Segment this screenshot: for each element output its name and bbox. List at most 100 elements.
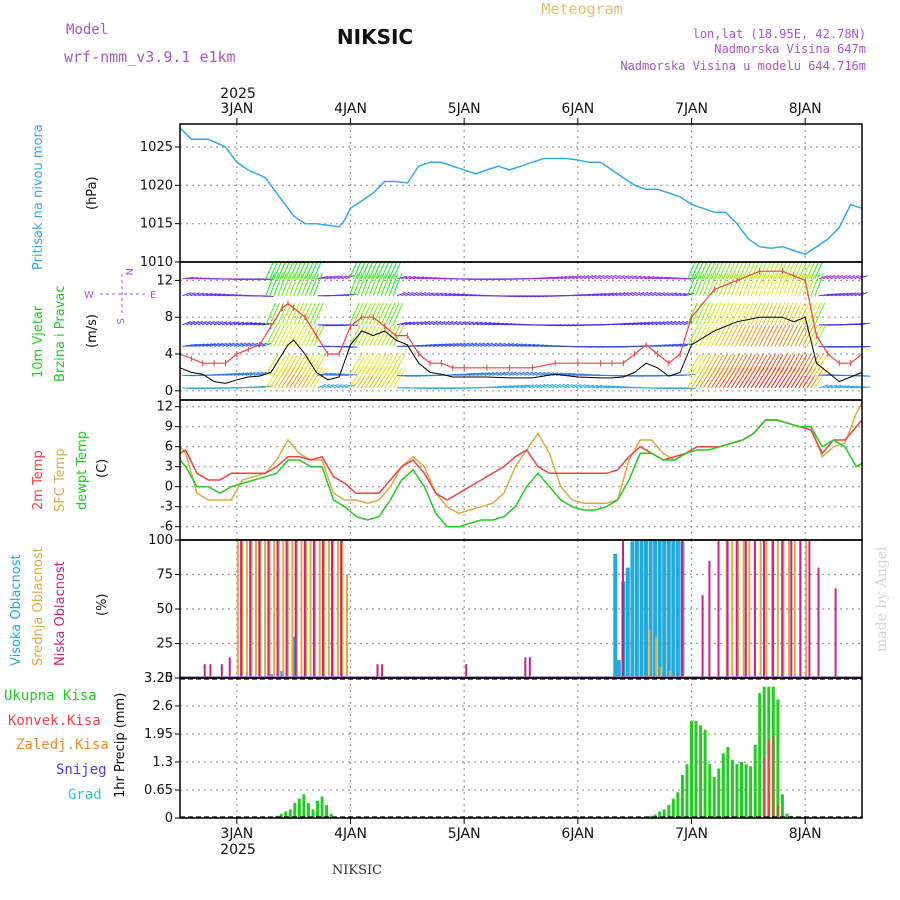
wind-arrow <box>528 344 540 347</box>
wind-arrow <box>591 274 601 280</box>
wind-arrow <box>273 273 283 296</box>
x-tick-label-top: 3JAN <box>220 101 253 117</box>
cloud-bar <box>300 540 303 678</box>
wind-arrow <box>591 293 603 297</box>
wind-arrow <box>675 320 685 326</box>
wind-arrow <box>544 372 555 376</box>
wind-arrow <box>484 322 496 326</box>
wind-arrow <box>734 273 745 296</box>
wind-arrow <box>607 274 617 280</box>
wind-arrow <box>810 367 825 389</box>
wind-arrow <box>265 354 279 376</box>
wind-arrow <box>198 343 209 347</box>
wind-ylabel-1: 10m Vjetar <box>31 305 46 378</box>
wind-arrow <box>770 354 784 376</box>
wind-arrow <box>583 384 595 389</box>
wind-arrow <box>329 275 340 280</box>
wind-arrow <box>564 275 575 280</box>
cloud-bar <box>314 540 317 678</box>
wind-arrow <box>528 371 538 376</box>
wind-arrow <box>273 261 282 280</box>
wind-arrow <box>237 372 249 376</box>
wind-arrow <box>822 384 833 389</box>
wind-arrow <box>635 321 647 326</box>
wind-arrow <box>233 321 245 326</box>
wind-arrow <box>714 273 725 296</box>
legend-hail: Grad <box>68 787 102 803</box>
wind-arrow <box>778 302 790 326</box>
wind-arrow <box>718 261 728 280</box>
wind-arrow <box>858 386 871 389</box>
wind-arrow <box>376 273 387 296</box>
wind-arrow <box>273 354 287 376</box>
wind-arrow <box>591 384 603 389</box>
precip-bar <box>671 798 675 818</box>
cloud-bar <box>264 540 267 678</box>
cloud-bar <box>616 660 621 678</box>
wind-arrow <box>333 275 343 280</box>
wind-arrow <box>333 373 345 376</box>
cloud-bar <box>799 540 802 678</box>
wind-arrow <box>750 273 761 296</box>
wind-arrow <box>520 384 531 389</box>
wind-arrow <box>456 342 466 347</box>
wind-arrow <box>750 302 762 326</box>
wind-arrow <box>428 320 438 326</box>
station-title: NIKSIC <box>337 25 413 49</box>
wind-arrow <box>309 302 320 326</box>
precip-bar <box>767 740 770 818</box>
wind-arrow <box>372 261 382 280</box>
cloud-bar <box>318 540 321 678</box>
pressure-unit: (hPa) <box>85 176 100 210</box>
wind-arrow <box>659 344 671 347</box>
wind-arrow <box>603 274 613 280</box>
cloud-bar <box>648 540 653 678</box>
wind-arrow <box>794 324 807 347</box>
wind-arrow <box>444 343 455 347</box>
precip-bar <box>776 805 779 818</box>
wind-arrow <box>460 321 471 326</box>
wind-arrow <box>348 354 362 376</box>
wind-arrow <box>710 302 722 326</box>
wind-arrow <box>198 320 207 326</box>
precip-bar <box>785 813 789 818</box>
wind-arrow <box>770 273 781 296</box>
wind-arrow <box>341 275 351 280</box>
wind-arrow <box>309 367 323 389</box>
wind-arrow <box>233 372 245 376</box>
wind-arrow <box>301 302 312 326</box>
cloud-bar <box>259 540 262 678</box>
wind-arrow <box>730 261 740 280</box>
wind-arrow <box>321 383 331 389</box>
wind-arrow <box>372 354 386 376</box>
wind-arrow <box>293 273 303 296</box>
wind-arrow <box>404 321 415 326</box>
wind-arrow <box>766 324 779 347</box>
wind-arrow <box>480 372 491 376</box>
wind-arrow <box>695 302 706 326</box>
wind-arrow <box>615 292 626 297</box>
cloud-bar <box>708 560 711 678</box>
model-label: Model <box>66 22 108 38</box>
wind-arrow <box>205 320 215 326</box>
wind-arrow <box>730 324 743 347</box>
wind-arrow <box>360 354 374 376</box>
wind-arrow <box>738 354 752 376</box>
wind-arrow <box>798 273 809 296</box>
wind-arrow <box>587 274 597 280</box>
wind-arrow <box>607 292 618 297</box>
cloud-bar <box>630 541 635 678</box>
cloud-bar <box>731 540 734 678</box>
wind-arrow <box>568 275 578 280</box>
wind-arrow <box>202 292 213 297</box>
wind-arrow <box>762 273 773 296</box>
y-tick-label: -3 <box>160 500 173 515</box>
precip-bar <box>735 764 739 818</box>
wind-arrow <box>695 354 708 376</box>
wind-arrow <box>722 261 732 280</box>
wind-arrow <box>786 302 798 326</box>
wind-arrow <box>702 324 715 347</box>
wind-arrow <box>432 343 444 347</box>
wind-arrow <box>627 322 639 326</box>
wind-arrow <box>384 354 398 376</box>
